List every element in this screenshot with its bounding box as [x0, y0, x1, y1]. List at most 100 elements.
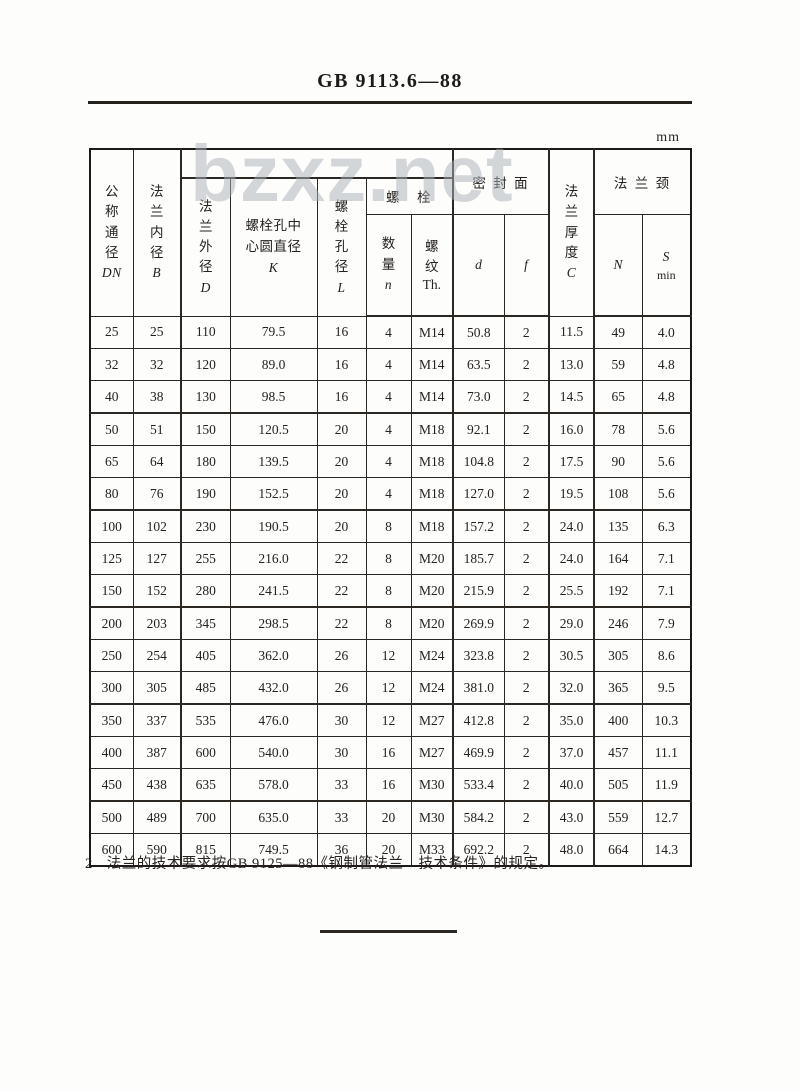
table-cell: 24.0 — [548, 542, 595, 575]
table-cell: 365 — [593, 671, 643, 705]
col-header-n-neck: N — [593, 213, 643, 317]
table-cell: 505 — [593, 768, 643, 802]
table-cell: 362.0 — [229, 639, 318, 672]
table-cell: 120 — [180, 348, 231, 381]
table-cell: 298.5 — [229, 606, 318, 640]
table-cell: 64 — [132, 445, 182, 478]
col-header-b-symbol: B — [152, 265, 162, 281]
col-header-thread: 螺纹 Th. — [410, 213, 454, 317]
table-cell: M18 — [410, 445, 454, 478]
table-cell: 2 — [503, 833, 550, 867]
table-cell: 387 — [132, 736, 182, 769]
table-cell: 200 — [89, 606, 134, 640]
col-header-c: 法兰厚度 C — [548, 148, 595, 317]
col-header-d-outer-zh: 法兰外径 — [199, 198, 213, 275]
table-cell: M18 — [410, 509, 454, 543]
flange-dimension-table-wrap: 公称通径 DN 法兰内径 B 密 封 面 法兰厚度 C 法 兰 颈 — [89, 148, 693, 867]
col-header-s-min: S min — [641, 213, 692, 317]
table-cell: 12 — [365, 639, 412, 672]
table-cell: 533.4 — [452, 768, 505, 802]
table-cell: 98.5 — [229, 380, 318, 414]
table-cell: 8 — [365, 542, 412, 575]
table-cell: 90 — [593, 445, 643, 478]
table-cell: 38 — [132, 380, 182, 414]
table-cell: 125 — [89, 542, 134, 575]
table-cell: 2 — [503, 412, 550, 446]
table-row: 65 64 180 139.5 20 4 M18 104.8 2 17.5 90 5.6 — [89, 445, 692, 478]
table-cell: 16 — [365, 736, 412, 769]
table-cell: 489 — [132, 800, 182, 834]
table-cell: 250 — [89, 639, 134, 672]
table-body: 25 25 110 79.5 16 4 M14 50.8 2 11.5 49 4.0 32 32 120 89… — [89, 315, 692, 867]
table-cell: 469.9 — [452, 736, 505, 769]
table-cell: 350 — [89, 703, 134, 737]
table-cell: 108 — [593, 477, 643, 511]
table-cell: 150 — [89, 574, 134, 608]
table-cell: 2 — [503, 800, 550, 834]
table-cell: 65 — [89, 445, 134, 478]
table-cell: 2 — [503, 445, 550, 478]
table-cell: 49 — [593, 315, 643, 349]
table-cell: 37.0 — [548, 736, 595, 769]
table-cell: 29.0 — [548, 606, 595, 640]
end-of-table-rule — [320, 930, 457, 933]
table-cell: 164 — [593, 542, 643, 575]
table-cell: 79.5 — [229, 315, 318, 349]
table-cell: 4 — [365, 412, 412, 446]
table-cell: 180 — [180, 445, 231, 478]
table-cell: 26 — [316, 671, 367, 705]
table-cell: 4 — [365, 445, 412, 478]
table-cell: 89.0 — [229, 348, 318, 381]
table-cell: 6.3 — [641, 509, 692, 543]
technical-note: 2 法兰的技术要求按GB 9125—88《钢制管法兰 技术条件》的规定。 — [85, 852, 725, 873]
table-cell: 4 — [365, 315, 412, 349]
table-cell: 305 — [593, 639, 643, 672]
table-cell: 26 — [316, 639, 367, 672]
table-cell: 12.7 — [641, 800, 692, 834]
table-cell: 76 — [132, 477, 182, 511]
table-cell: M33 — [410, 833, 454, 867]
table-cell: 48.0 — [548, 833, 595, 867]
table-cell: 185.7 — [452, 542, 505, 575]
table-cell: 5.6 — [641, 445, 692, 478]
table-cell: 8.6 — [641, 639, 692, 672]
table-row: 150 152 280 241.5 22 8 M20 215.9 2 25.5 192 7.1 — [89, 574, 692, 608]
table-cell: 100 — [89, 509, 134, 543]
table-cell: 16 — [316, 315, 367, 349]
table-cell: 2 — [503, 509, 550, 543]
table-cell: 2 — [503, 671, 550, 705]
table-cell: 102 — [132, 509, 182, 543]
table-cell: 4 — [365, 348, 412, 381]
table-cell: 432.0 — [229, 671, 318, 705]
table-cell: 578.0 — [229, 768, 318, 802]
table-cell: 450 — [89, 768, 134, 802]
table-cell: 16.0 — [548, 412, 595, 446]
table-cell: 9.5 — [641, 671, 692, 705]
table-header: 公称通径 DN 法兰内径 B 密 封 面 法兰厚度 C 法 兰 颈 — [89, 148, 692, 317]
table-cell: 30 — [316, 703, 367, 737]
table-cell: 749.5 — [229, 833, 318, 867]
table-cell: 19.5 — [548, 477, 595, 511]
table-cell: 535 — [180, 703, 231, 737]
table-cell: 12 — [365, 671, 412, 705]
col-header-k-zh-line2: 心圆直径 — [245, 239, 302, 255]
table-cell: 2 — [503, 348, 550, 381]
table-cell: 13.0 — [548, 348, 595, 381]
table-cell: 20 — [316, 445, 367, 478]
table-cell: 692.2 — [452, 833, 505, 867]
col-header-dn-zh: 公称通径 — [105, 184, 119, 260]
table-cell: 4.8 — [641, 380, 692, 414]
table-cell: 241.5 — [229, 574, 318, 608]
header-empty-strip — [179, 148, 454, 179]
table-row: 350 337 535 476.0 30 12 M27 412.8 2 35.0 400 10.3 — [89, 703, 692, 737]
table-cell: 190 — [180, 477, 231, 511]
table-cell: 345 — [180, 606, 231, 640]
table-cell: 438 — [132, 768, 182, 802]
table-row: 450 438 635 578.0 33 16 M30 533.4 2 40.0 505 11.9 — [89, 768, 692, 802]
table-cell: 32 — [132, 348, 182, 381]
table-row: 100 102 230 190.5 20 8 M18 157.2 2 24.0 135 6.3 — [89, 509, 692, 543]
table-cell: 73.0 — [452, 380, 505, 414]
table-cell: 33 — [316, 768, 367, 802]
table-cell: 635 — [180, 768, 231, 802]
